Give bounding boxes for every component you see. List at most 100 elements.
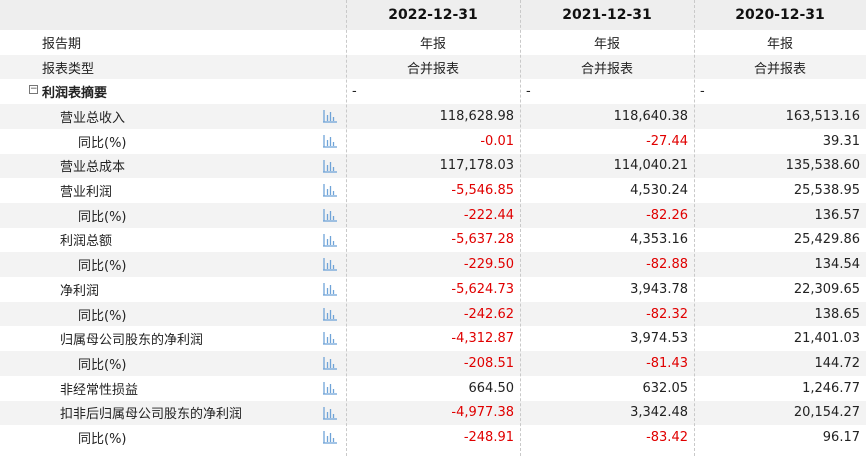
bar-chart-icon[interactable] <box>322 282 338 296</box>
column-header-2022[interactable]: 2022-12-31 <box>388 7 478 23</box>
value-cell: 20,154.27 <box>793 405 860 421</box>
row-label-cell: 同比(%) <box>0 302 346 327</box>
table-row[interactable]: 同比(%) -242.62 -82.32 138.65 <box>0 301 866 327</box>
table-row[interactable]: 同比(%) -208.51 -81.43 144.72 <box>0 351 866 376</box>
table-row[interactable]: 净利润 -5,624.73 3,943.78 22,309.65 <box>0 277 866 302</box>
value-cell: -82.32 <box>646 306 688 322</box>
row-label-cell: 同比(%) <box>0 425 346 450</box>
bar-chart-icon[interactable] <box>322 159 338 173</box>
table-row[interactable]: 同比(%) -222.44 -82.26 136.57 <box>0 202 866 228</box>
row-label-cell: 同比(%) <box>0 351 346 376</box>
value-cell: 135,538.60 <box>785 158 860 174</box>
bar-chart-icon[interactable] <box>322 430 338 444</box>
meta-row[interactable]: 报表类型 合并报表 合并报表 合并报表 <box>0 54 866 80</box>
row-label-cell: 归属母公司股东的净利润 <box>0 326 346 351</box>
bar-chart-icon[interactable] <box>322 134 338 148</box>
value-cell: 合并报表 <box>580 61 633 77</box>
row-label: 扣非后归属母公司股东的净利润 <box>60 407 243 423</box>
row-label: 同比(%) <box>78 209 127 225</box>
bar-chart-icon[interactable] <box>322 406 338 420</box>
value-cell: 3,342.48 <box>630 405 688 421</box>
header-label-cell <box>0 0 346 30</box>
value-cell: 合并报表 <box>753 61 806 77</box>
bar-chart-icon[interactable] <box>322 257 338 271</box>
value-cell: -5,624.73 <box>451 281 514 297</box>
value-cell: 4,353.16 <box>630 232 688 248</box>
value-cell: 年报 <box>766 36 793 52</box>
value-cell: 年报 <box>419 36 446 52</box>
bar-chart-icon[interactable] <box>322 109 338 123</box>
bar-chart-icon[interactable] <box>322 356 338 370</box>
bar-chart-icon[interactable] <box>322 331 338 346</box>
row-label-cell: − 利润表摘要 <box>0 79 346 104</box>
table-row[interactable]: 同比(%) -0.01 -27.44 39.31 <box>0 129 866 154</box>
table-row[interactable]: 利润总额 -5,637.28 4,353.16 25,429.86 <box>0 228 866 253</box>
value-cell: 138.65 <box>814 306 861 322</box>
row-label: 归属母公司股东的净利润 <box>60 333 204 349</box>
value-cell: 年报 <box>593 36 620 52</box>
table-row[interactable]: 营业总收入 118,628.98 118,640.38 163,513.16 <box>0 104 866 129</box>
row-label-cell: 营业总成本 <box>0 154 346 179</box>
value-cell: 632.05 <box>642 380 689 396</box>
value-cell: -248.91 <box>463 430 514 446</box>
row-label: 同比(%) <box>78 308 127 324</box>
meta-row[interactable]: 报告期 年报 年报 年报 <box>0 30 866 55</box>
row-label-cell: 净利润 <box>0 277 346 302</box>
row-label-cell: 报表类型 <box>0 55 346 80</box>
value-cell: 25,429.86 <box>793 232 860 248</box>
row-label: 同比(%) <box>78 432 127 448</box>
bar-chart-icon[interactable] <box>322 208 338 222</box>
value-cell: -82.88 <box>646 257 688 273</box>
value-cell: -5,546.85 <box>451 183 514 199</box>
value-cell: -81.43 <box>646 355 688 371</box>
row-label: 同比(%) <box>78 259 127 275</box>
bar-chart-icon[interactable] <box>322 233 338 247</box>
table-row[interactable]: 营业总成本 117,178.03 114,040.21 135,538.60 <box>0 153 866 179</box>
section-row[interactable]: − 利润表摘要 - - - <box>0 79 866 104</box>
bar-chart-icon[interactable] <box>322 183 338 197</box>
row-label-cell: 扣非后归属母公司股东的净利润 <box>0 401 346 426</box>
value-cell: 96.17 <box>822 430 860 446</box>
value-cell: 664.50 <box>468 380 515 396</box>
value-cell: - <box>352 84 357 100</box>
bar-chart-icon[interactable] <box>322 381 338 395</box>
row-label-cell: 营业利润 <box>0 178 346 203</box>
value-cell: 163,513.16 <box>785 108 860 124</box>
row-label: 利润表摘要 <box>42 86 108 102</box>
row-label: 营业利润 <box>60 185 113 201</box>
value-cell: 21,401.03 <box>793 331 860 347</box>
value-cell: - <box>700 84 705 100</box>
value-cell: -229.50 <box>463 257 514 273</box>
value-cell: 25,538.95 <box>793 183 860 199</box>
table-row[interactable]: 营业利润 -5,546.85 4,530.24 25,538.95 <box>0 178 866 203</box>
value-cell: 118,640.38 <box>613 108 688 124</box>
column-header-2020[interactable]: 2020-12-31 <box>735 7 825 23</box>
column-header-2021[interactable]: 2021-12-31 <box>562 7 652 23</box>
collapse-toggle-icon[interactable]: − <box>29 84 38 95</box>
table-row[interactable]: 非经常性损益 664.50 632.05 1,246.77 <box>0 376 866 401</box>
value-cell: 合并报表 <box>406 61 459 77</box>
value-cell: -0.01 <box>480 133 514 149</box>
table-row[interactable]: 同比(%) -229.50 -82.88 134.54 <box>0 252 866 277</box>
table-row[interactable]: 同比(%) -248.91 -83.42 96.17 <box>0 425 866 450</box>
value-cell: 136.57 <box>814 207 861 223</box>
row-label-cell: 非经常性损益 <box>0 376 346 401</box>
table-row[interactable]: 扣非后归属母公司股东的净利润 -4,977.38 3,342.48 20,154.27 <box>0 400 866 426</box>
value-cell: 39.31 <box>822 133 860 149</box>
column-divider <box>346 0 347 456</box>
row-label: 营业总收入 <box>60 110 126 126</box>
value-cell: -222.44 <box>463 207 514 223</box>
value-cell: -208.51 <box>463 355 514 371</box>
value-cell: - <box>526 84 531 100</box>
value-cell: -4,312.87 <box>451 331 514 347</box>
value-cell: 118,628.98 <box>439 108 514 124</box>
value-cell: 117,178.03 <box>439 158 514 174</box>
value-cell: 22,309.65 <box>793 281 860 297</box>
row-label-cell: 同比(%) <box>0 203 346 228</box>
bar-chart-icon[interactable] <box>322 307 338 321</box>
value-cell: -27.44 <box>646 133 688 149</box>
table-row[interactable]: 归属母公司股东的净利润 -4,312.87 3,974.53 21,401.03 <box>0 326 866 351</box>
value-cell: 4,530.24 <box>630 183 688 199</box>
row-label: 同比(%) <box>78 135 127 151</box>
